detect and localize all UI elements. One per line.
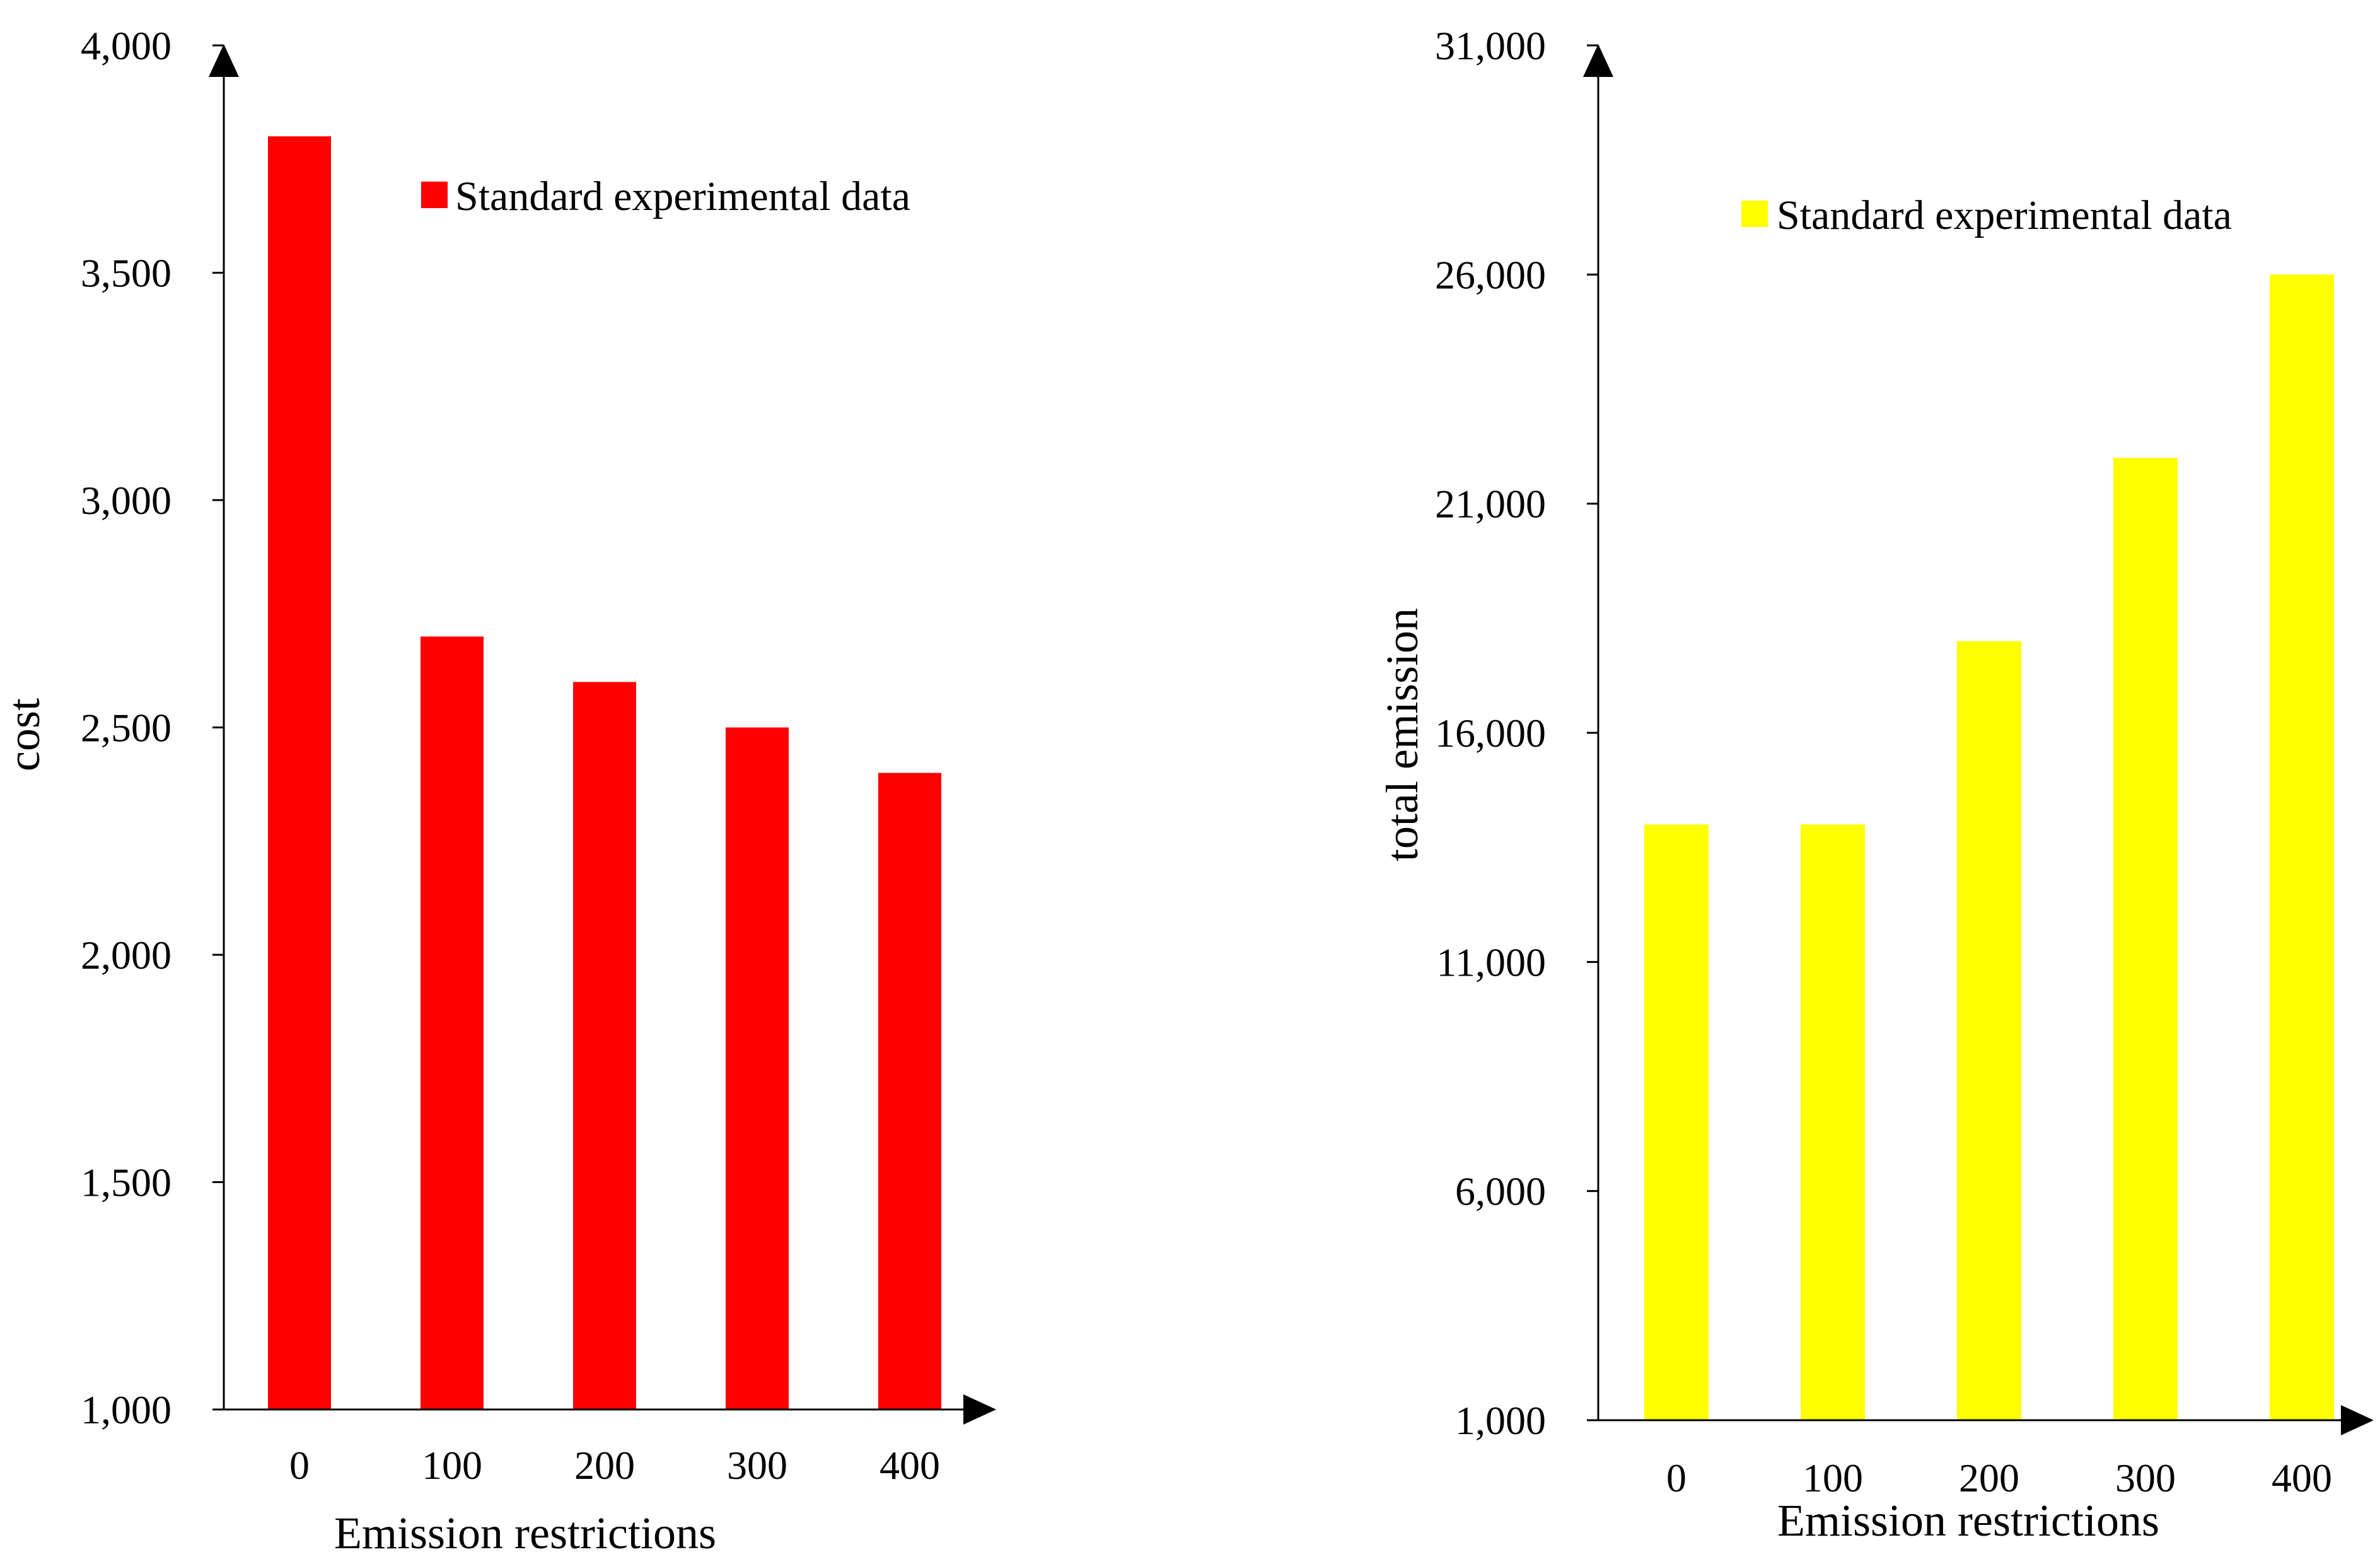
emission-y-tick-label: 31,000: [1435, 23, 1546, 68]
emission-x-tick-label: 300: [2115, 1456, 2176, 1500]
emission-y-tick-label: 1,000: [1455, 1398, 1546, 1443]
cost-bar-300: [726, 727, 789, 1409]
emission-y-axis-arrow: [1583, 44, 1613, 77]
cost-y-tick-label: 1,500: [81, 1160, 171, 1205]
emission-x-axis-title: Emission restrictions: [1777, 1495, 2159, 1546]
cost-legend-swatch: [421, 182, 448, 208]
emission-bar-100: [1801, 824, 1865, 1420]
emission-x-tick-label: 200: [1959, 1456, 2019, 1500]
cost-x-tick-label: 300: [727, 1443, 787, 1488]
cost-x-tick-label: 200: [574, 1443, 635, 1488]
emission-x-axis-arrow: [2341, 1405, 2374, 1435]
emission-bar-0: [1644, 824, 1709, 1420]
emission-y-tick-label: 21,000: [1435, 482, 1546, 527]
emission-y-axis-title: total emission: [1377, 608, 1427, 861]
cost-bar-400: [878, 773, 941, 1409]
emission-legend-swatch: [1741, 201, 1768, 227]
cost-y-tick-label: 3,500: [81, 251, 171, 296]
emission-x-tick-label: 0: [1666, 1456, 1686, 1500]
emission-y-tick-label: 6,000: [1455, 1169, 1546, 1214]
emission-bar-300: [2113, 458, 2178, 1420]
cost-y-tick-label: 3,000: [81, 478, 171, 523]
cost-y-tick-label: 2,500: [81, 706, 171, 750]
cost-y-tick-label: 2,000: [81, 933, 171, 978]
cost-x-tick-label: 400: [879, 1443, 940, 1488]
emission-legend-label: Standard experimental data: [1777, 192, 2232, 238]
emission-bar-200: [1957, 641, 2021, 1420]
emission-bar-400: [2270, 274, 2334, 1420]
cost-x-axis-title: Emission restrictions: [334, 1508, 716, 1558]
cost-chart: 1,000 1,500 2,000 2,500 3,000 3,500 4,000 0 100 2…: [0, 23, 996, 1558]
emission-x-tick-label: 400: [2272, 1456, 2332, 1500]
cost-bar-200: [573, 682, 636, 1409]
cost-bar-0: [268, 136, 331, 1410]
emission-x-tick-label: 100: [1802, 1456, 1863, 1500]
cost-y-axis-arrow: [209, 44, 239, 77]
emission-y-tick-label: 11,000: [1436, 940, 1546, 984]
emission-y-tick-label: 16,000: [1435, 711, 1546, 756]
cost-x-axis-arrow: [963, 1394, 996, 1425]
cost-x-tick-label: 0: [289, 1443, 310, 1488]
cost-x-tick-label: 100: [422, 1443, 482, 1488]
cost-y-axis-title: cost: [0, 698, 49, 771]
cost-bar-100: [421, 636, 484, 1409]
emission-y-tick-label: 26,000: [1435, 252, 1546, 297]
cost-legend-label: Standard experimental data: [455, 173, 910, 219]
total-emission-chart: 1,000 6,000 11,000 16,000 21,000 26,000 31,000…: [1377, 23, 2374, 1546]
cost-y-tick-label: 1,000: [81, 1387, 171, 1432]
cost-y-tick-label: 4,000: [81, 23, 171, 68]
